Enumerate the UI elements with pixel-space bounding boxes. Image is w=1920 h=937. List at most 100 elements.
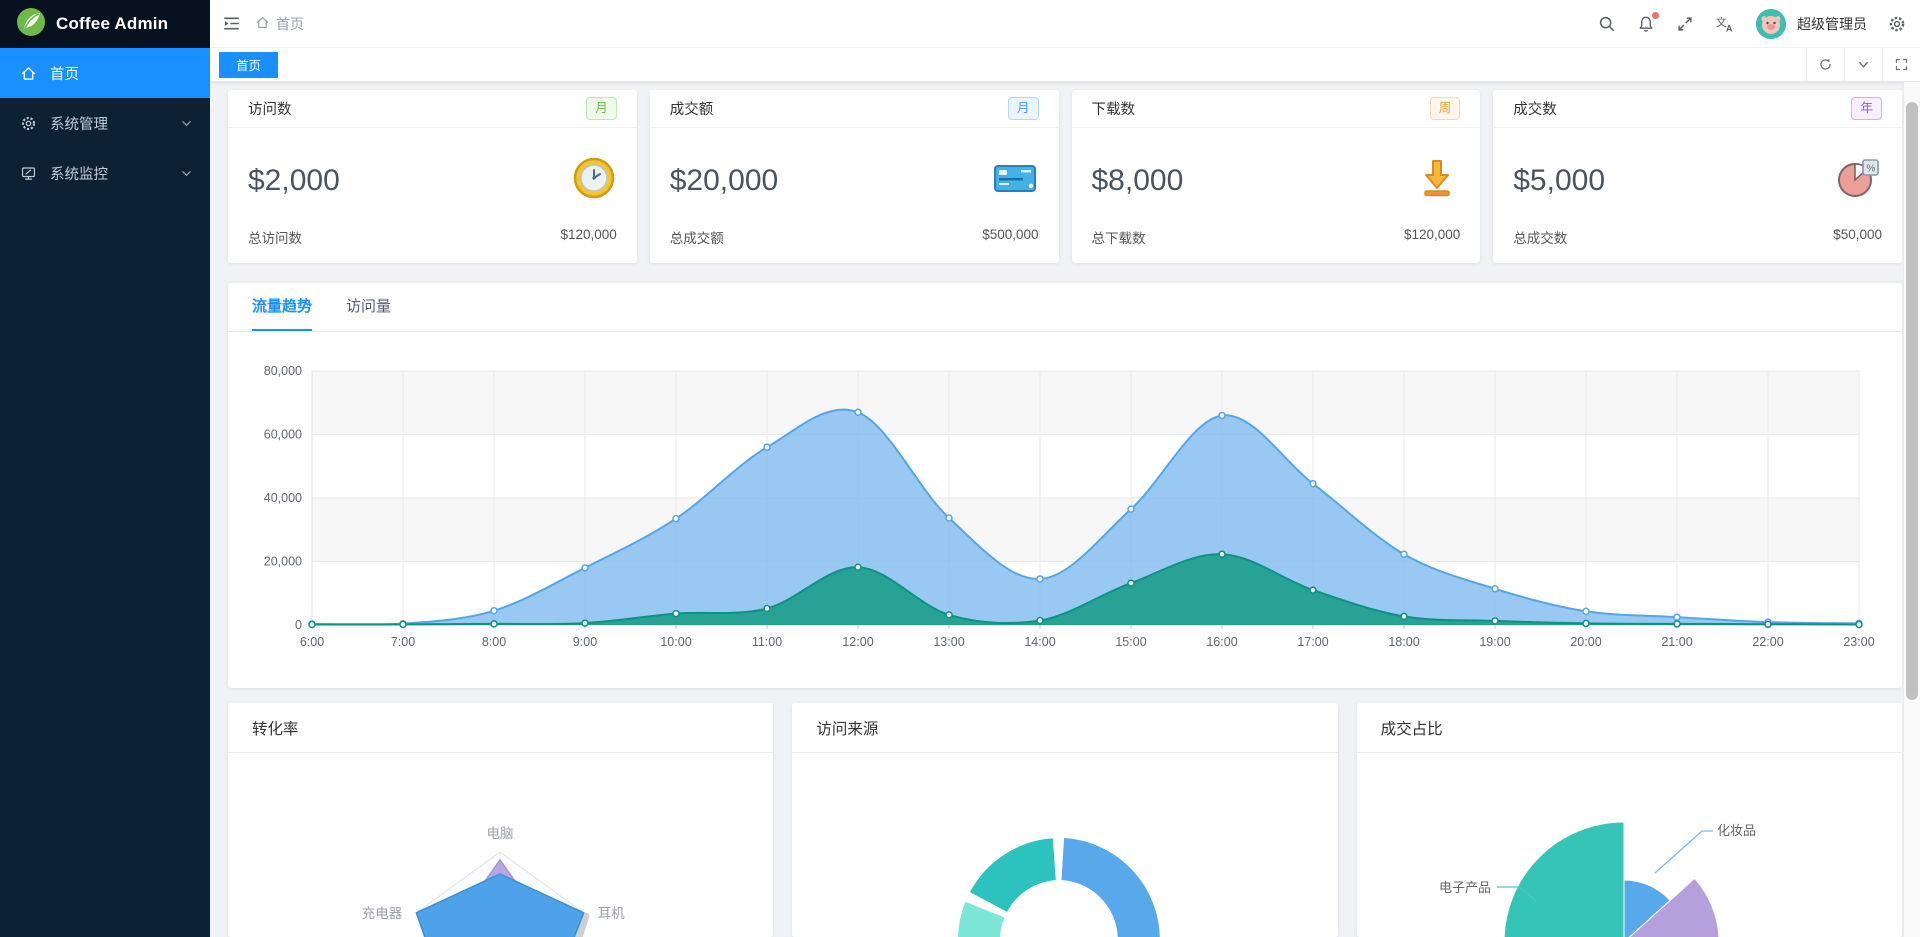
clock-icon — [571, 155, 617, 206]
fullscreen-icon[interactable] — [1676, 15, 1694, 33]
scrollbar-thumb[interactable] — [1906, 102, 1918, 700]
card-title: 成交占比 — [1380, 720, 1443, 738]
card-title: 成交额 — [669, 102, 714, 118]
svg-text:20,000: 20,000 — [264, 555, 302, 569]
sidebar-item-label: 系统监控 — [50, 166, 108, 183]
search-icon[interactable] — [1598, 15, 1616, 33]
sidebar-item-label: 系统管理 — [50, 116, 108, 133]
notification-dot — [1652, 11, 1659, 19]
svg-text:22:00: 22:00 — [1752, 635, 1783, 649]
credit-card-icon — [991, 155, 1039, 206]
sidebar-item-system-management[interactable]: 系统管理 — [0, 98, 210, 148]
gear-icon — [20, 114, 38, 132]
stat-footer-label: 总成交额 — [669, 231, 724, 246]
deal-share-card: 化妆品 电子产品 成交占比 — [1356, 703, 1902, 937]
bell-icon[interactable] — [1637, 11, 1659, 33]
fold-menu-icon[interactable] — [222, 14, 241, 33]
visit-source-donut-chart — [958, 838, 1161, 937]
period-badge: 月 — [586, 97, 617, 120]
svg-text:充电器: 充电器 — [362, 906, 403, 921]
maximize-icon[interactable] — [1882, 48, 1920, 81]
chevron-down-icon — [181, 118, 192, 129]
svg-text:耳机: 耳机 — [598, 906, 625, 921]
svg-text:6:00: 6:00 — [300, 635, 324, 649]
tab-home[interactable]: 首页 — [219, 51, 279, 78]
svg-text:A: A — [1726, 24, 1733, 33]
svg-text:12:00: 12:00 — [842, 635, 873, 649]
stat-footer-value: $120,000 — [1403, 227, 1461, 242]
stat-value: $5,000 — [1513, 163, 1606, 197]
visit-source-card: 访问来源 — [792, 703, 1338, 937]
bottom-card-row: 电脑耳机 充电器 转化率 访问来源 化妆品 电子产品 成交占比 — [228, 703, 1902, 937]
stat-card-downloads: 下载数 周 $8,000 总下载数 $120,000 — [1071, 90, 1481, 263]
card-title: 下载数 — [1091, 102, 1136, 118]
svg-text:电脑: 电脑 — [487, 826, 514, 841]
stat-value: $20,000 — [669, 163, 779, 197]
svg-text:7:00: 7:00 — [391, 635, 415, 649]
trend-tabs: 流量趋势 访问量 — [228, 283, 1902, 332]
gear-icon[interactable] — [1888, 15, 1906, 33]
vertical-scrollbar[interactable] — [1903, 82, 1920, 937]
stat-footer-label: 总访问数 — [248, 231, 302, 246]
svg-text:文: 文 — [1716, 15, 1727, 29]
app-logo[interactable]: Coffee Admin — [0, 0, 210, 48]
stat-card-row: 访问数 月 $2,000 总访问数 $120,000 成交额 月 — [228, 90, 1902, 263]
svg-text:13:00: 13:00 — [933, 635, 964, 649]
avatar[interactable] — [1756, 8, 1786, 39]
stat-footer-value: $500,000 — [982, 227, 1039, 242]
traffic-trend-chart: 0 20,000 40,000 60,000 80,000 6:00 7:00 8:00 9:0… — [264, 364, 1875, 649]
svg-text:18:00: 18:00 — [1388, 635, 1419, 649]
stat-card-visits: 访问数 月 $2,000 总访问数 $120,000 — [228, 90, 637, 263]
tab-traffic-trend[interactable]: 流量趋势 — [252, 283, 313, 331]
breadcrumb-home-icon — [255, 15, 270, 33]
svg-text:14:00: 14:00 — [1024, 635, 1055, 649]
chevron-down-icon[interactable] — [1844, 48, 1882, 81]
svg-text:20:00: 20:00 — [1570, 635, 1601, 649]
stat-footer-value: $50,000 — [1833, 227, 1882, 242]
svg-text:11:00: 11:00 — [752, 635, 782, 649]
breadcrumb[interactable]: 首页 — [255, 14, 304, 34]
sidebar: Coffee Admin 首页 系统管理 系统监控 — [0, 0, 210, 937]
period-badge: 月 — [1007, 97, 1039, 120]
chevron-down-icon — [181, 168, 192, 179]
period-badge: 周 — [1429, 97, 1461, 120]
svg-text:19:00: 19:00 — [1479, 635, 1510, 649]
stat-footer-label: 总下载数 — [1091, 231, 1146, 246]
sidebar-item-system-monitor[interactable]: 系统监控 — [0, 148, 210, 198]
svg-text:21:00: 21:00 — [1661, 635, 1692, 649]
sidebar-item-home[interactable]: 首页 — [0, 48, 210, 98]
sidebar-item-label: 首页 — [50, 66, 79, 83]
page-content: 访问数 月 $2,000 总访问数 $120,000 成交额 月 — [210, 82, 1903, 937]
tab-home-label: 首页 — [236, 59, 262, 73]
traffic-trend-card: 流量趋势 访问量 0 20,000 40,000 60,000 80,000 6:00 7:… — [228, 283, 1902, 688]
card-title: 访问来源 — [816, 720, 879, 738]
stat-card-deals: 成交数 年 $5,000 % 总成交数 $50,000 — [1493, 90, 1902, 263]
card-title: 成交数 — [1513, 102, 1557, 118]
period-badge: 年 — [1851, 97, 1882, 120]
monitor-icon — [20, 164, 38, 182]
svg-text:9:00: 9:00 — [573, 635, 597, 649]
svg-text:15:00: 15:00 — [1115, 635, 1146, 649]
svg-text:17:00: 17:00 — [1297, 635, 1328, 649]
conversion-rate-card: 电脑耳机 充电器 转化率 — [228, 703, 774, 937]
svg-text:8:00: 8:00 — [482, 635, 506, 649]
refresh-icon[interactable] — [1806, 48, 1844, 81]
svg-text:16:00: 16:00 — [1206, 635, 1237, 649]
svg-text:40,000: 40,000 — [264, 491, 302, 505]
username[interactable]: 超级管理员 — [1797, 15, 1867, 32]
breadcrumb-label: 首页 — [276, 15, 304, 32]
tab-visit-volume[interactable]: 访问量 — [346, 298, 392, 315]
svg-text:%: % — [1867, 164, 1876, 175]
leaf-logo-icon — [16, 7, 46, 42]
home-icon — [20, 64, 38, 82]
stat-value: $2,000 — [248, 163, 340, 197]
svg-text:23:00: 23:00 — [1843, 635, 1874, 649]
card-title: 转化率 — [252, 720, 299, 738]
svg-text:化妆品: 化妆品 — [1717, 823, 1756, 838]
svg-text:60,000: 60,000 — [264, 428, 302, 442]
download-icon — [1414, 155, 1460, 206]
